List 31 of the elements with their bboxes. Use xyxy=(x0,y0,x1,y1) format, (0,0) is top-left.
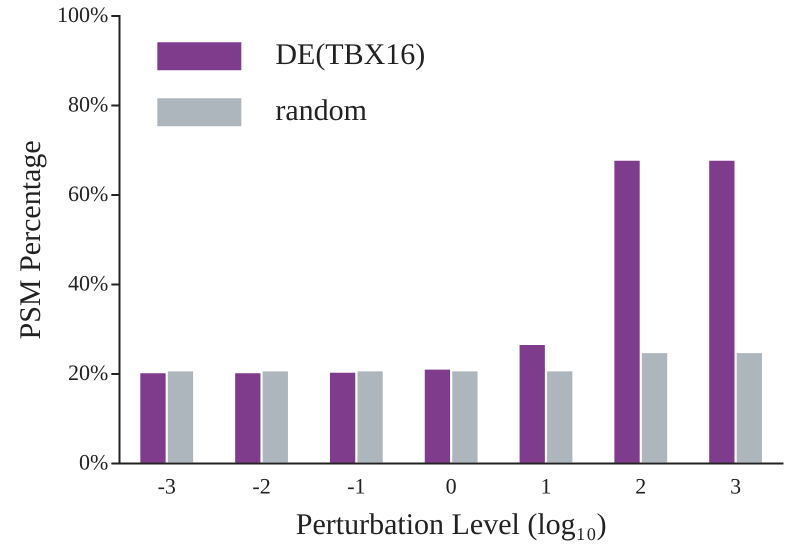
x-tick-label: 2 xyxy=(635,474,646,499)
bar xyxy=(520,345,545,463)
y-tick-label: 100% xyxy=(57,2,108,27)
x-tick-label: -1 xyxy=(347,474,366,499)
bar xyxy=(140,373,166,463)
bar xyxy=(357,371,383,463)
bar xyxy=(736,353,762,463)
bar xyxy=(262,371,288,463)
bar xyxy=(642,353,668,463)
x-tick-label: 0 xyxy=(446,474,457,499)
x-axis-title: Perturbation Level (log₁₀) xyxy=(296,508,607,541)
y-tick-label: 0% xyxy=(79,449,108,474)
bar xyxy=(235,373,260,463)
bar xyxy=(168,371,194,463)
x-tick-label: 3 xyxy=(730,474,742,499)
legend-label: DE(TBX16) xyxy=(275,38,426,72)
x-tick-label: 1 xyxy=(540,474,552,499)
y-axis-title: PSM Percentage xyxy=(14,140,47,340)
legend-label: random xyxy=(275,94,367,128)
x-tick-label: -2 xyxy=(252,474,271,499)
y-tick-label: 80% xyxy=(68,91,108,116)
y-tick-label: 40% xyxy=(68,270,108,296)
bar xyxy=(424,370,450,463)
bar xyxy=(709,160,734,463)
bar xyxy=(547,371,572,463)
x-tick-label: -3 xyxy=(158,474,176,499)
bar xyxy=(330,372,356,463)
y-tick-label: 20% xyxy=(68,360,108,385)
bar xyxy=(452,371,478,463)
y-tick-label: 60% xyxy=(68,180,108,206)
bar xyxy=(614,160,640,463)
